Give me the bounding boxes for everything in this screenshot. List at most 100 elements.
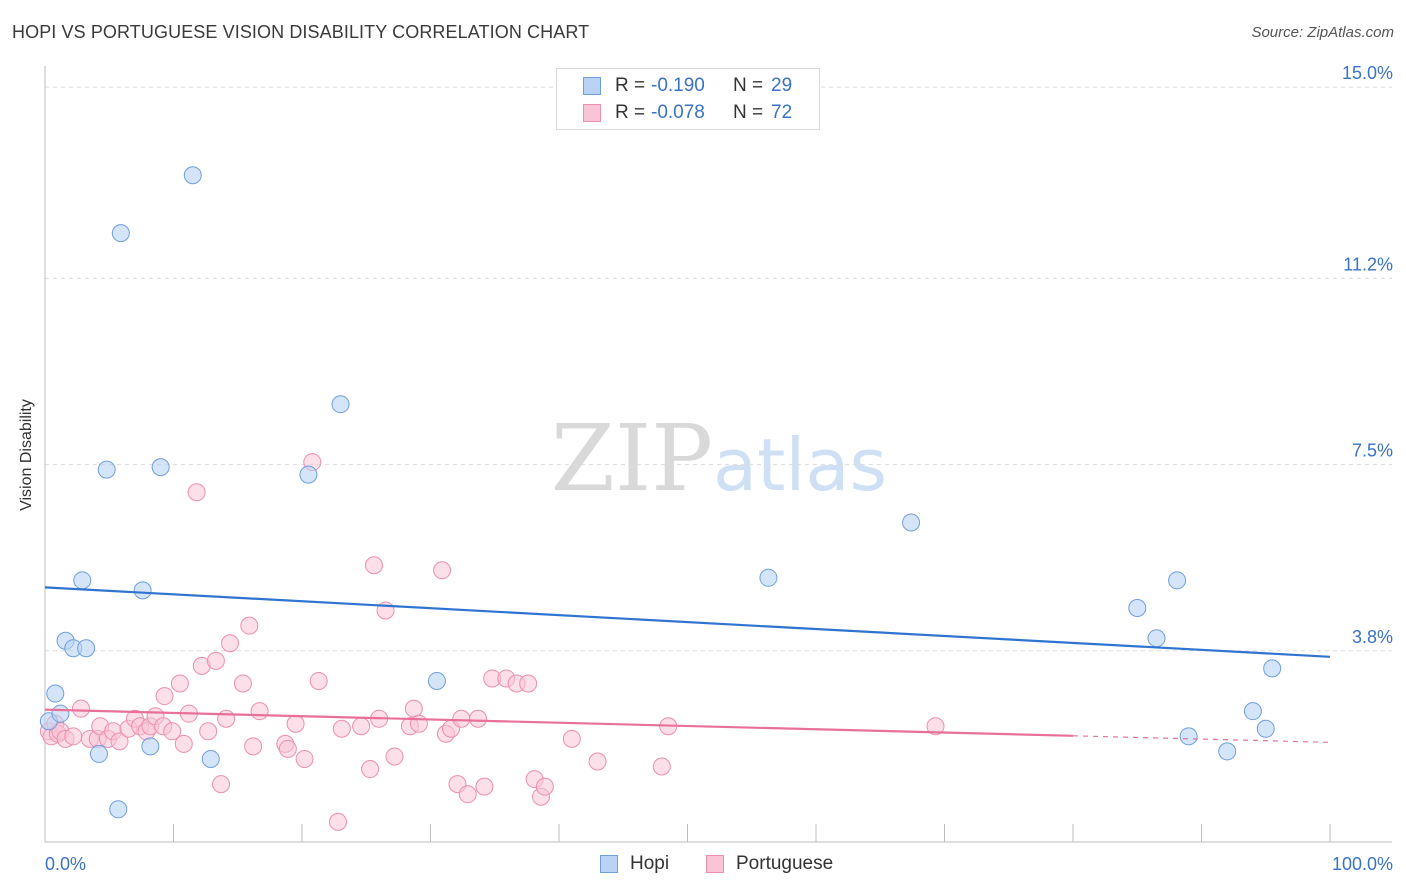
portuguese-point (217, 709, 236, 728)
source-label: Source: ZipAtlas.com (1251, 24, 1394, 41)
legend-row-hopi: R = -0.190 N = 29 (583, 74, 792, 98)
watermark: ZIP atlas (551, 405, 887, 512)
portuguese-point (926, 717, 945, 736)
portuguese-point (352, 717, 371, 736)
portuguese-point (206, 651, 225, 670)
portuguese-point (535, 777, 554, 796)
hopi-point (1243, 702, 1262, 721)
x-ticks (173, 824, 1331, 842)
portuguese-point (295, 749, 314, 768)
hopi-legend-label: Hopi (630, 853, 670, 874)
portuguese-point (155, 687, 174, 706)
trend-lines (44, 586, 1331, 743)
hopi-point (46, 684, 65, 703)
hopi-point (1256, 719, 1275, 738)
portuguese-point (212, 775, 231, 794)
portuguese-points (39, 453, 945, 831)
portuguese-point (240, 616, 259, 635)
hopi-point (759, 568, 778, 587)
hopi-n-label: N = (733, 75, 764, 96)
portuguese-point (244, 737, 263, 756)
portuguese-point (286, 714, 305, 733)
portuguese-point (519, 674, 538, 693)
hopi-point (73, 571, 92, 590)
hopi-point (331, 395, 350, 414)
portuguese-point (278, 739, 297, 758)
y-tick-label: 15.0% (1342, 63, 1393, 83)
portuguese-point (71, 699, 90, 718)
portuguese-point (187, 483, 206, 502)
hopi-point (427, 671, 446, 690)
y-tick-label: 7.5% (1352, 441, 1393, 461)
hopi-point (1179, 727, 1198, 746)
portuguese-n-label: N = (733, 102, 764, 123)
y-tick-label: 11.2% (1343, 254, 1393, 274)
hopi-point (111, 224, 130, 243)
portuguese-point (174, 734, 193, 753)
stats-legend: R = -0.190 N = 29 R = -0.078 N = 72 (556, 68, 820, 130)
hopi-point (902, 513, 921, 532)
portuguese-point (163, 722, 182, 741)
portuguese-trend-line (44, 708, 1074, 737)
portuguese-point (458, 785, 477, 804)
portuguese-point (469, 709, 488, 728)
hopi-n-value: 29 (771, 75, 793, 96)
y-tick-labels: 3.8% 7.5% 11.2% 15.0% (1342, 63, 1393, 647)
gridlines (45, 86, 1392, 652)
hopi-point (133, 581, 152, 600)
portuguese-point (110, 732, 129, 751)
portuguese-point (170, 674, 189, 693)
x-tick-labels: 0.0% 100.0% (45, 854, 1393, 874)
portuguese-trend-extension (1072, 735, 1331, 743)
hopi-r-value: -0.190 (651, 75, 705, 96)
portuguese-point (404, 699, 423, 718)
portuguese-r-label: R = (615, 102, 646, 123)
hopi-swatch (583, 77, 601, 95)
hopi-r-label: R = (615, 75, 646, 96)
hopi-point (97, 460, 116, 479)
portuguese-point (332, 719, 351, 738)
hopi-point (77, 639, 96, 658)
x-tick-label-min: 0.0% (45, 854, 86, 874)
chart-title: HOPI VS PORTUGUESE VISION DISABILITY COR… (12, 22, 590, 42)
hopi-point (1263, 659, 1282, 678)
portuguese-point (328, 812, 347, 831)
hopi-point (299, 465, 318, 484)
portuguese-r-value: -0.078 (651, 102, 705, 123)
watermark-zip: ZIP (551, 405, 713, 512)
portuguese-point (221, 634, 240, 653)
portuguese-point (433, 561, 452, 580)
hopi-point (183, 166, 202, 185)
portuguese-point (250, 702, 269, 721)
axes (44, 66, 1392, 843)
portuguese-point (364, 556, 383, 575)
portuguese-point (452, 709, 471, 728)
hopi-point (141, 737, 160, 756)
portuguese-legend-swatch (706, 855, 724, 873)
portuguese-swatch (583, 104, 601, 122)
portuguese-point (475, 777, 494, 796)
portuguese-point (64, 727, 83, 746)
portuguese-point (652, 757, 671, 776)
portuguese-point (385, 747, 404, 766)
portuguese-point (562, 729, 581, 748)
hopi-point (1218, 742, 1237, 761)
hopi-point (1168, 571, 1187, 590)
hopi-trend-line (44, 586, 1331, 658)
legend-item-hopi[interactable]: Hopi (600, 852, 669, 876)
portuguese-point (409, 714, 428, 733)
hopi-point (1147, 629, 1166, 648)
portuguese-point (588, 752, 607, 771)
hopi-point (89, 744, 108, 763)
y-tick-label: 3.8% (1352, 627, 1393, 647)
legend-row-portuguese: R = -0.078 N = 72 (583, 101, 792, 125)
hopi-point (51, 704, 70, 723)
hopi-point (109, 800, 128, 819)
portuguese-legend-label: Portuguese (736, 853, 834, 874)
portuguese-point (361, 760, 380, 779)
portuguese-point (199, 722, 218, 741)
x-tick-label-max: 100.0% (1332, 854, 1393, 874)
hopi-legend-swatch (600, 855, 618, 873)
legend-item-portuguese[interactable]: Portuguese (706, 852, 833, 876)
